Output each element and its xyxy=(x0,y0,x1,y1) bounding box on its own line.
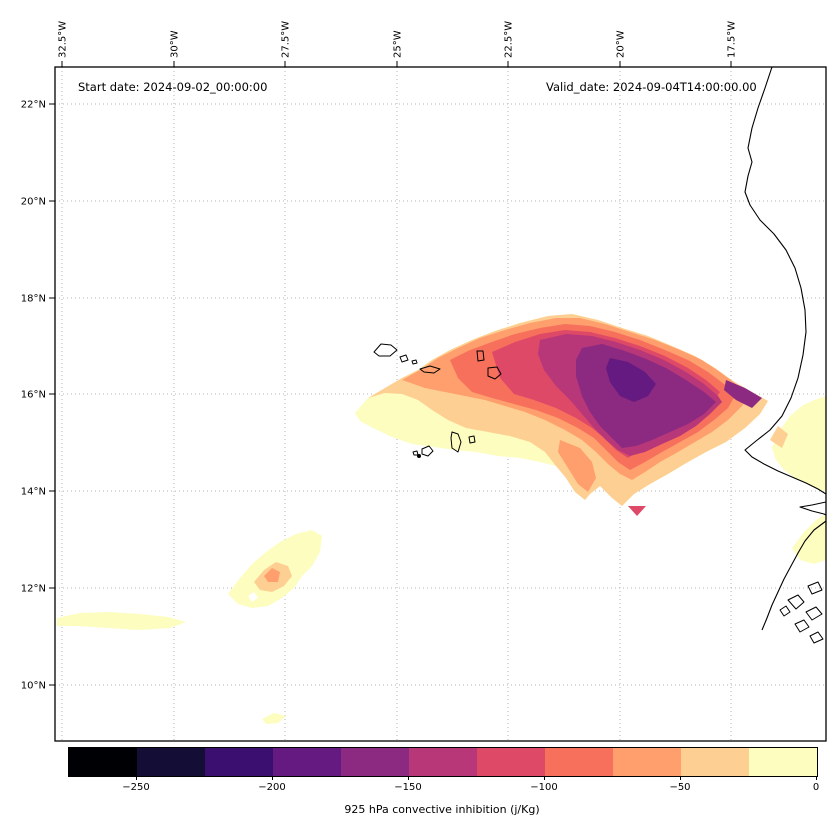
colorbar-tick-label: −150 xyxy=(394,782,422,793)
bissagos-islands xyxy=(779,581,824,644)
colorbar-tickmark xyxy=(136,776,137,780)
africa-coastline xyxy=(744,67,826,495)
island-sal xyxy=(476,350,485,362)
contour-detached-pink-triangle xyxy=(628,506,646,516)
colorbar-tick-label: −50 xyxy=(669,782,691,793)
y-tick-label: 20°N xyxy=(21,197,46,208)
x-tick-label: 32.5°W xyxy=(58,21,69,58)
cape-verde-islands xyxy=(373,343,502,458)
valid-date-annotation: Valid_date: 2024-09-04T14:00:00.00 xyxy=(546,80,757,94)
colorbar-segment xyxy=(273,748,341,776)
colorbar-segment xyxy=(681,748,749,776)
y-tick-label: 18°N xyxy=(21,294,46,305)
contour-spur-orange xyxy=(558,440,596,492)
y-tick-label: 12°N xyxy=(21,584,46,595)
colorbar-tick-label: 0 xyxy=(812,782,820,793)
colorbar-segment xyxy=(545,748,613,776)
island-brava xyxy=(412,450,419,456)
colorbar-tickmark xyxy=(272,776,273,780)
south-coastline xyxy=(761,520,826,631)
colorbar-tick-label: −100 xyxy=(530,782,558,793)
y-tick-label: 22°N xyxy=(21,100,46,111)
island-santa-luzia xyxy=(411,359,418,365)
y-tick-labels: 22°N 20°N 18°N 16°N 14°N 12°N 10°N xyxy=(21,100,46,692)
island-santiago xyxy=(450,431,462,453)
x-tick-labels: 32.5°W 30°W 27.5°W 25°W 22.5°W 20°W 17.5… xyxy=(58,21,738,58)
island-boa-vista xyxy=(487,366,502,380)
coast-patch-upper xyxy=(772,396,826,492)
colorbar-segment xyxy=(477,748,545,776)
colorbar-segment xyxy=(613,748,681,776)
coast-patch-upper-peach xyxy=(770,426,788,448)
x-tick-label: 22.5°W xyxy=(504,21,515,58)
x-tick-label: 20°W xyxy=(616,30,627,58)
south-small-patch xyxy=(262,713,286,724)
y-tick-label: 10°N xyxy=(21,681,46,692)
x-tick-label: 25°W xyxy=(393,30,404,58)
colorbar-tick-label: −250 xyxy=(122,782,150,793)
sw-patch-orange xyxy=(264,568,280,582)
colorbar-tick-label: −200 xyxy=(258,782,286,793)
colorbar-segment xyxy=(205,748,273,776)
colorbar-segment xyxy=(137,748,205,776)
colorbar-tickmark xyxy=(680,776,681,780)
contour-level-7-core xyxy=(606,358,656,402)
island-santo-antao xyxy=(373,343,398,357)
contour-right-tip-purple xyxy=(724,380,762,408)
island-sao-nicolau xyxy=(419,365,441,374)
island-sao-vicente xyxy=(399,354,409,363)
west-strip xyxy=(57,612,186,630)
coast-patch-lower xyxy=(792,514,826,564)
colorbar-tickmark xyxy=(816,776,817,780)
coastlines xyxy=(373,67,826,644)
colorbar-tickmark xyxy=(408,776,409,780)
x-tick-label: 30°W xyxy=(170,30,181,58)
island-fogo xyxy=(421,445,434,457)
island-dot xyxy=(417,454,421,458)
colorbar-segment xyxy=(341,748,409,776)
colorbar-tickmark xyxy=(544,776,545,780)
colorbar xyxy=(68,747,818,777)
gambia-coastline xyxy=(799,501,826,516)
plot-frame xyxy=(54,66,827,742)
colorbar-label: 925 hPa convective inhibition (j/Kg) xyxy=(344,803,540,816)
colorbar-segment xyxy=(69,748,137,776)
x-tick-label: 27.5°W xyxy=(281,21,292,58)
cin-filled-contours xyxy=(57,314,826,724)
colorbar-segment xyxy=(409,748,477,776)
y-tick-label: 16°N xyxy=(21,390,46,401)
island-maio xyxy=(468,435,476,444)
start-date-annotation: Start date: 2024-09-02_00:00:00 xyxy=(78,80,267,94)
colorbar-segment xyxy=(749,748,817,776)
axis-tick-marks xyxy=(49,61,732,686)
y-tick-label: 14°N xyxy=(21,487,46,498)
x-tick-label: 17.5°W xyxy=(727,21,738,58)
sw-patch-hole xyxy=(248,592,258,602)
